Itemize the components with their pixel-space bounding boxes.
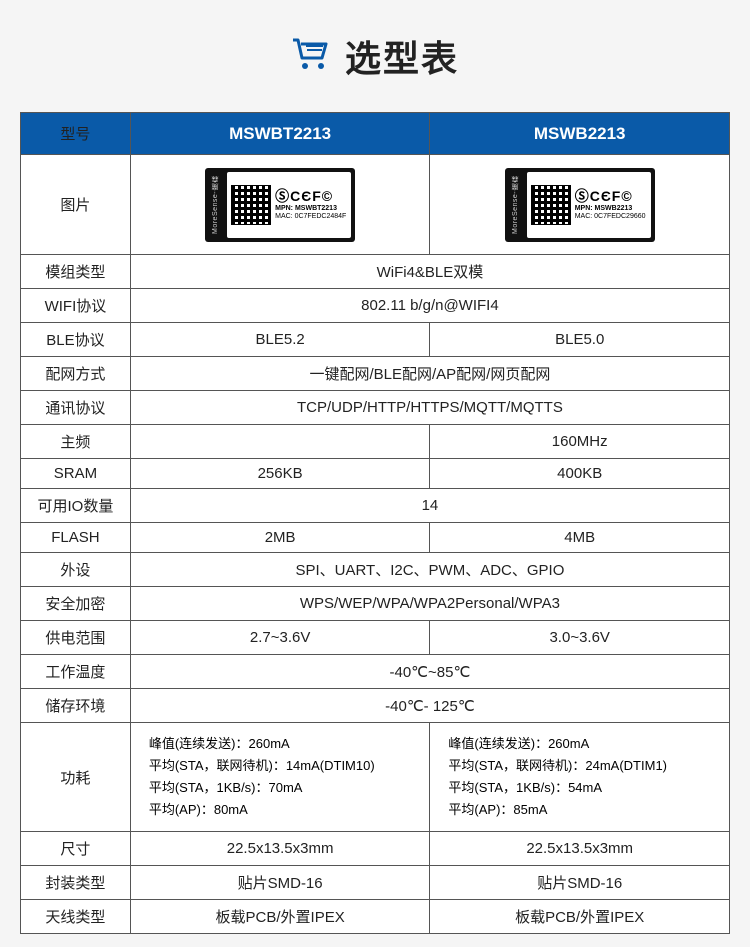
- power-b-line3: 平均(AP)：85mA: [448, 799, 711, 821]
- val-power-a: 峰值(连续发送)：260mA 平均(STA，联网待机)：14mA(DTIM10)…: [130, 723, 430, 832]
- val-ble-a: BLE5.2: [130, 323, 430, 357]
- header-row: 型号 MSWBT2213 MSWB2213: [21, 113, 730, 155]
- val-proto: TCP/UDP/HTTP/HTTPS/MQTT/MQTTS: [130, 391, 729, 425]
- label-netcfg: 配网方式: [21, 357, 131, 391]
- module-brand-b: MoreSense-魔森: [509, 172, 523, 238]
- label-sram: SRAM: [21, 459, 131, 489]
- label-ant: 天线类型: [21, 900, 131, 934]
- row-image: 图片 MoreSense-魔森 ⓈCЄF© MPN: MSWBT2213 MAC…: [21, 155, 730, 255]
- page-title-row: 选型表: [20, 30, 730, 82]
- label-optemp: 工作温度: [21, 655, 131, 689]
- label-image: 图片: [21, 155, 131, 255]
- label-power: 功耗: [21, 723, 131, 832]
- module-label-area-b: ⓈCЄF© MPN: MSWB2213 MAC: 0C7FEDC29660: [527, 172, 651, 238]
- val-sram-a: 256KB: [130, 459, 430, 489]
- val-io: 14: [130, 489, 729, 523]
- label-freq: 主频: [21, 425, 131, 459]
- power-b-line1: 平均(STA，联网待机)：24mA(DTIM1): [448, 755, 711, 777]
- label-sec: 安全加密: [21, 587, 131, 621]
- val-netcfg: 一键配网/BLE配网/AP配网/网页配网: [130, 357, 729, 391]
- label-sttemp: 储存环境: [21, 689, 131, 723]
- val-sec: WPS/WEP/WPA/WPA2Personal/WPA3: [130, 587, 729, 621]
- selection-table: 型号 MSWBT2213 MSWB2213 图片 MoreSense-魔森 ⓈC…: [20, 112, 730, 934]
- val-wifi: 802.11 b/g/n@WIFI4: [130, 289, 729, 323]
- val-ant-a: 板载PCB/外置IPEX: [130, 900, 430, 934]
- label-io: 可用IO数量: [21, 489, 131, 523]
- label-volt: 供电范围: [21, 621, 131, 655]
- label-pkg: 封装类型: [21, 866, 131, 900]
- val-optemp: -40℃~85℃: [130, 655, 729, 689]
- label-periph: 外设: [21, 553, 131, 587]
- val-freq-b: 160MHz: [430, 425, 730, 459]
- mac-text-b: MAC: 0C7FEDC29660: [575, 213, 646, 221]
- power-b-line0: 峰值(连续发送)：260mA: [448, 733, 711, 755]
- label-flash: FLASH: [21, 523, 131, 553]
- header-product-a: MSWBT2213: [130, 113, 430, 155]
- cart-icon: [291, 36, 331, 77]
- mpn-text-b: MPN: MSWB2213: [575, 205, 633, 213]
- val-ant-b: 板载PCB/外置IPEX: [430, 900, 730, 934]
- val-pkg-a: 贴片SMD-16: [130, 866, 430, 900]
- val-volt-b: 3.0~3.6V: [430, 621, 730, 655]
- power-b-line2: 平均(STA，1KB/s)：54mA: [448, 777, 711, 799]
- module-photo-b: MoreSense-魔森 ⓈCЄF© MPN: MSWB2213 MAC: 0C…: [505, 168, 655, 242]
- module-brand-a: MoreSense-魔森: [209, 172, 223, 238]
- power-a-line1: 平均(STA，联网待机)：14mA(DTIM10): [149, 755, 412, 777]
- power-a-line2: 平均(STA，1KB/s)：70mA: [149, 777, 412, 799]
- val-sttemp: -40℃- 125℃: [130, 689, 729, 723]
- val-freq-a: [130, 425, 430, 459]
- val-ble-b: BLE5.0: [430, 323, 730, 357]
- val-mod-type: WiFi4&BLE双模: [130, 255, 729, 289]
- label-ble: BLE协议: [21, 323, 131, 357]
- val-size-b: 22.5x13.5x3mm: [430, 832, 730, 866]
- module-cert-b: ⓈCЄF© MPN: MSWB2213 MAC: 0C7FEDC29660: [575, 188, 647, 222]
- label-size: 尺寸: [21, 832, 131, 866]
- val-sram-b: 400KB: [430, 459, 730, 489]
- label-wifi: WIFI协议: [21, 289, 131, 323]
- cert-marks-icon: ⓈCЄF©: [275, 188, 333, 205]
- mpn-text-a: MPN: MSWBT2213: [275, 205, 337, 213]
- qr-icon: [531, 185, 571, 225]
- power-a-line3: 平均(AP)：80mA: [149, 799, 412, 821]
- val-flash-a: 2MB: [130, 523, 430, 553]
- image-cell-a: MoreSense-魔森 ⓈCЄF© MPN: MSWBT2213 MAC: 0…: [130, 155, 430, 255]
- module-cert-a: ⓈCЄF© MPN: MSWBT2213 MAC: 0C7FEDC2484F: [275, 188, 347, 222]
- header-product-b: MSWB2213: [430, 113, 730, 155]
- mac-text-a: MAC: 0C7FEDC2484F: [275, 213, 346, 221]
- image-cell-b: MoreSense-魔森 ⓈCЄF© MPN: MSWB2213 MAC: 0C…: [430, 155, 730, 255]
- val-volt-a: 2.7~3.6V: [130, 621, 430, 655]
- label-mod-type: 模组类型: [21, 255, 131, 289]
- val-pkg-b: 贴片SMD-16: [430, 866, 730, 900]
- label-proto: 通讯协议: [21, 391, 131, 425]
- power-a-line0: 峰值(连续发送)：260mA: [149, 733, 412, 755]
- val-size-a: 22.5x13.5x3mm: [130, 832, 430, 866]
- val-periph: SPI、UART、I2C、PWM、ADC、GPIO: [130, 553, 729, 587]
- page-title: 选型表: [345, 30, 459, 82]
- qr-icon: [231, 185, 271, 225]
- val-flash-b: 4MB: [430, 523, 730, 553]
- cert-marks-icon: ⓈCЄF©: [575, 188, 633, 205]
- val-power-b: 峰值(连续发送)：260mA 平均(STA，联网待机)：24mA(DTIM1) …: [430, 723, 730, 832]
- module-photo-a: MoreSense-魔森 ⓈCЄF© MPN: MSWBT2213 MAC: 0…: [205, 168, 355, 242]
- module-label-area-a: ⓈCЄF© MPN: MSWBT2213 MAC: 0C7FEDC2484F: [227, 172, 351, 238]
- header-model: 型号: [21, 113, 131, 155]
